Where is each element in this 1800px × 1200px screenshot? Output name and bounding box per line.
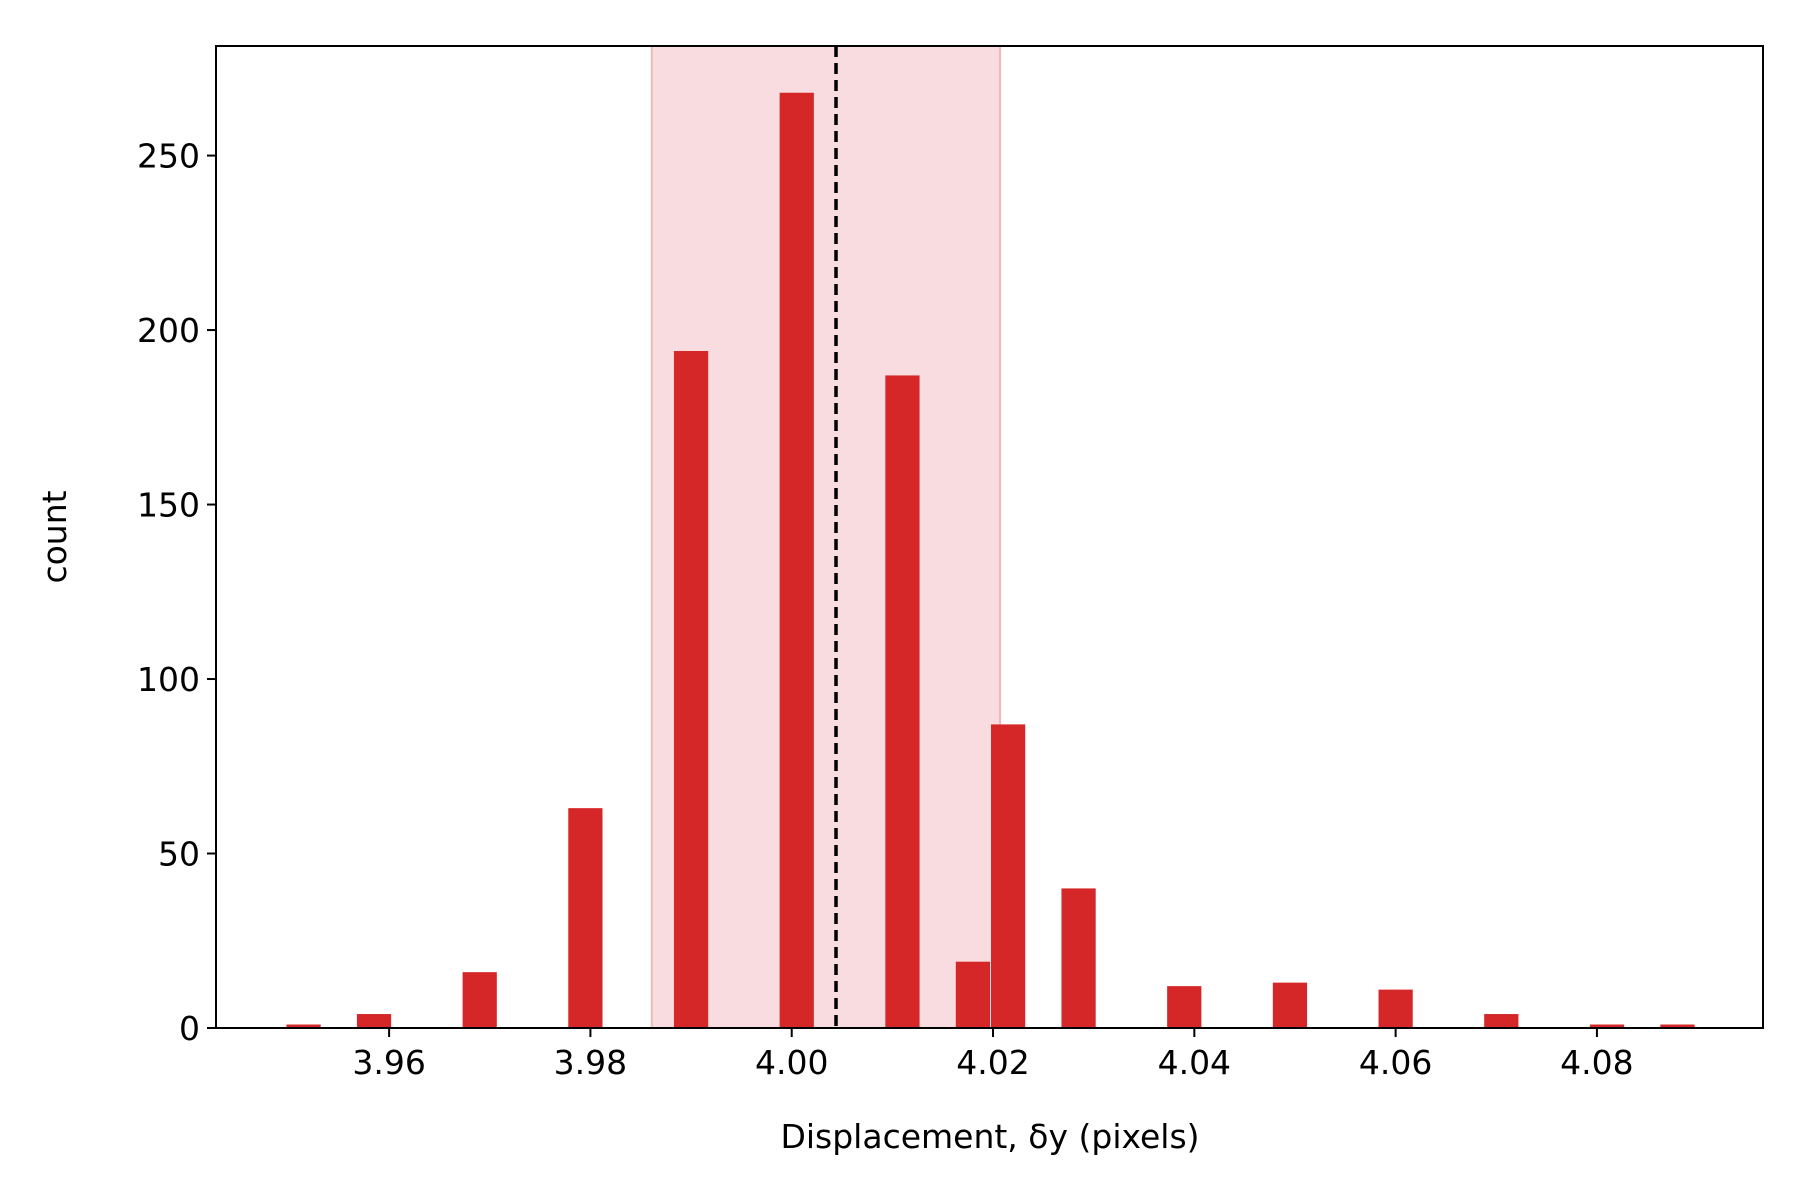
- bar: [1660, 1024, 1695, 1028]
- bar: [779, 92, 814, 1028]
- bar: [286, 1024, 321, 1028]
- bar: [568, 808, 603, 1028]
- y-tick-label: 0: [179, 1009, 200, 1048]
- bar: [1272, 982, 1308, 1028]
- y-tick-label: 200: [137, 311, 200, 350]
- y-tick-label: 50: [158, 835, 200, 874]
- x-tick-label: 4.08: [1560, 1043, 1633, 1082]
- bar: [1484, 1014, 1519, 1028]
- bar: [885, 375, 920, 1029]
- x-tick-label: 4.02: [956, 1043, 1029, 1082]
- x-tick-label: 3.98: [554, 1043, 627, 1082]
- bar: [356, 1014, 392, 1028]
- bar: [1061, 888, 1096, 1028]
- y-tick-label: 250: [137, 137, 200, 176]
- plot-frame: [215, 45, 1764, 1029]
- bar: [991, 724, 1026, 1028]
- bar: [1167, 986, 1202, 1028]
- y-axis-label: count: [35, 490, 74, 583]
- bar: [1589, 1024, 1625, 1028]
- bar: [955, 961, 991, 1028]
- y-tick-label: 150: [137, 486, 200, 525]
- y-tick-label: 100: [137, 660, 200, 699]
- x-tick-label: 4.00: [755, 1043, 828, 1082]
- x-axis-label: Displacement, δy (pixels): [780, 1117, 1199, 1156]
- bar: [1378, 989, 1413, 1028]
- x-tick-label: 3.96: [352, 1043, 425, 1082]
- shaded-span: [650, 45, 1002, 1029]
- bar: [673, 350, 709, 1029]
- x-tick-label: 4.06: [1359, 1043, 1432, 1082]
- x-tick-label: 4.04: [1158, 1043, 1231, 1082]
- bar: [462, 972, 497, 1028]
